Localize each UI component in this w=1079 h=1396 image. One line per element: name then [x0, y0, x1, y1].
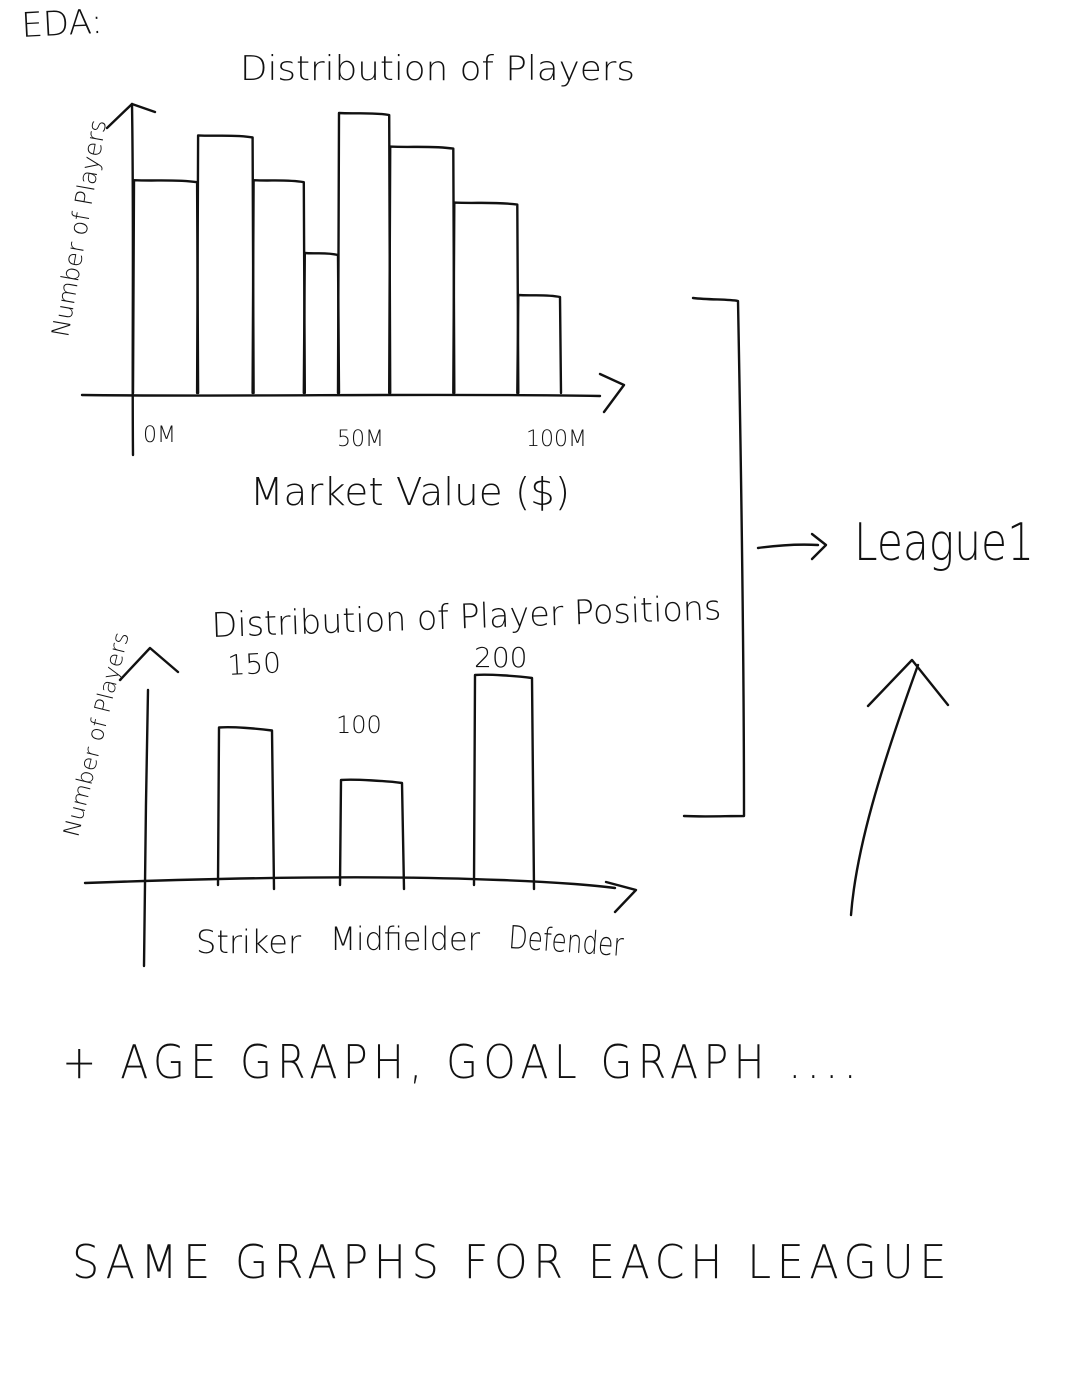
positions-chart-title: Distribution of Player Positions	[211, 588, 722, 646]
market-value-bar	[195, 134, 255, 395]
market-value-bar	[131, 179, 200, 395]
market-value-x-arrow	[598, 372, 626, 414]
league-label: League1	[854, 513, 1034, 573]
market-value-tick-0: 0M	[143, 423, 176, 448]
positions-chart: Distribution of Player Positions Number …	[60, 588, 722, 968]
league-bracket: League1	[682, 296, 1034, 818]
market-value-tick-100: 100M	[526, 427, 587, 452]
positions-x-axis	[83, 876, 617, 890]
market-value-y-arrow	[105, 102, 157, 130]
positions-y-axis	[142, 688, 150, 968]
market-value-bar	[516, 293, 563, 395]
positions-bars	[216, 673, 536, 891]
positions-category-midfielder: Midfielder	[330, 920, 481, 958]
market-value-bar	[302, 251, 341, 395]
positions-value-label-defender: 200	[474, 641, 527, 674]
position-bar-defender	[472, 673, 536, 891]
positions-value-label-striker: 150	[227, 646, 282, 682]
eda-header: EDA:	[20, 2, 103, 46]
market-value-bar	[388, 145, 456, 395]
positions-category-striker: Striker	[196, 923, 302, 961]
positions-category-defender: Defender	[507, 918, 625, 964]
market-value-y-label: Number of Players	[46, 118, 112, 340]
positions-y-arrow	[118, 646, 180, 682]
market-value-chart: Distribution of Players Number of Player…	[46, 49, 635, 514]
market-value-bar	[251, 179, 306, 395]
market-value-x-label: Market Value ($)	[250, 470, 570, 514]
market-value-chart-title: Distribution of Players	[240, 49, 635, 89]
positions-x-arrow	[604, 880, 638, 914]
market-value-x-axis	[80, 393, 602, 398]
market-value-bar	[336, 111, 392, 395]
bracket-shape	[682, 296, 746, 818]
position-bar-midfielder	[338, 778, 406, 891]
bracket-arrow-line	[756, 543, 820, 550]
same-graphs-note: SAME GRAPHS FOR EACH LEAGUE	[72, 1235, 952, 1289]
up-arrow-line	[849, 663, 920, 917]
bracket-arrow-head	[810, 532, 828, 561]
positions-y-label: Number of Players	[60, 630, 135, 840]
up-arrow-head	[866, 658, 950, 708]
more-graphs-note: + AGE GRAPH, GOAL GRAPH ....	[62, 1035, 862, 1089]
market-value-bars	[131, 111, 563, 395]
position-bar-striker	[216, 726, 276, 891]
positions-value-label-midfielder: 100	[336, 711, 382, 739]
market-value-bar	[452, 201, 520, 395]
market-value-tick-50: 50M	[337, 427, 384, 452]
